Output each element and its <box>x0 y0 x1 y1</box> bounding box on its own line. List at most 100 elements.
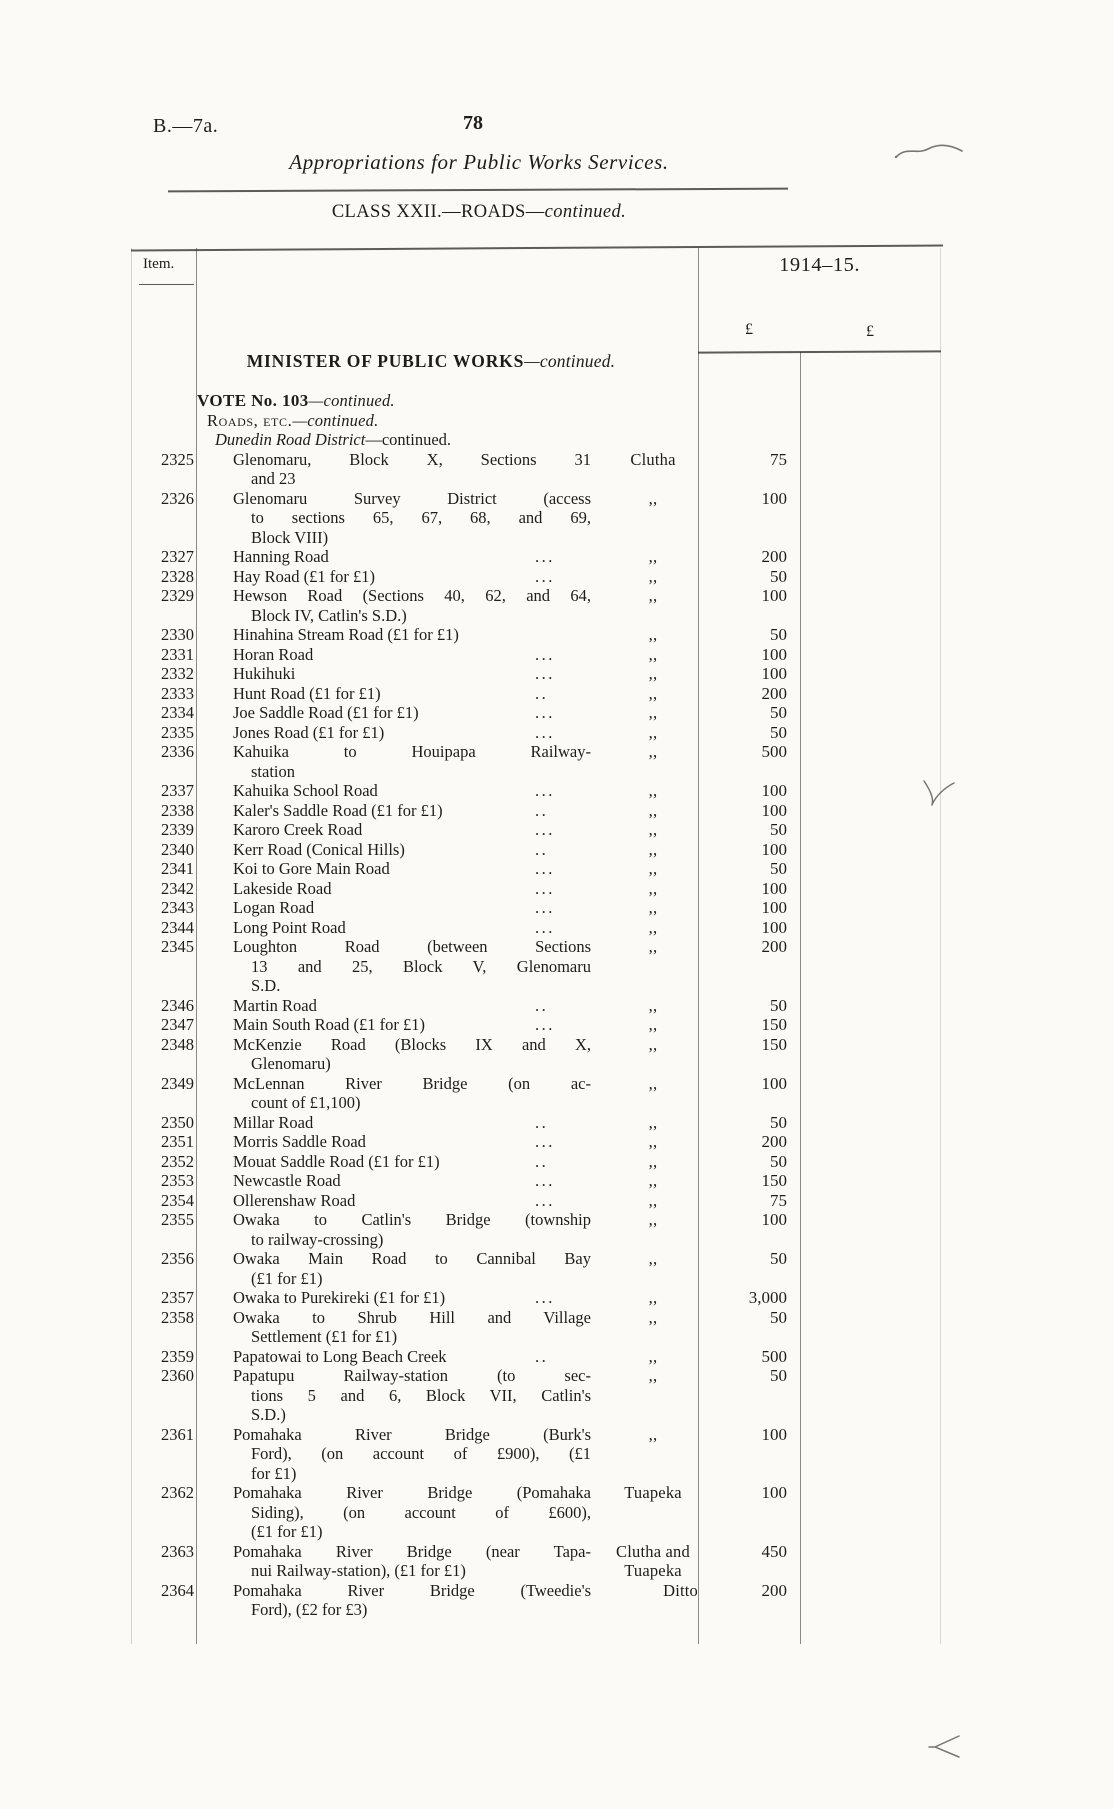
description-line: Hukihuki <box>233 664 296 683</box>
amount-1914-15: 100 <box>761 488 788 508</box>
dot-leader: ... <box>535 917 555 937</box>
county-name: ,, <box>648 1307 658 1327</box>
description-line: Hinahina Stream Road (£1 for £1) <box>233 625 459 644</box>
work-description: Pomahaka River Bridge (Tweedie's Ford), (… <box>233 1581 591 1620</box>
dot-leader: .. <box>535 1151 549 1171</box>
county-name: ,, <box>648 1034 658 1054</box>
table-row: 2339 Karoro Creek Road ... ,, 50 <box>131 820 943 840</box>
table-row: 2352 Mouat Saddle Road (£1 for £1) .. ,,… <box>131 1152 943 1172</box>
work-description: Glenomaru Survey District (access to sect… <box>233 489 591 548</box>
dot-leader: ... <box>535 722 555 742</box>
dot-leader: ... <box>535 664 555 683</box>
county-name: ,, <box>648 1151 658 1171</box>
amount-1914-15: 100 <box>761 781 788 800</box>
work-description: Martin Road <box>233 996 591 1016</box>
item-column-header: Item. <box>143 256 175 272</box>
county-name: ,, <box>648 547 658 566</box>
work-description: Kerr Road (Conical Hills) <box>233 840 591 860</box>
amount-1914-15: 50 <box>770 703 787 722</box>
table-row: 2338 Kaler's Saddle Road (£1 for £1) .. … <box>131 801 943 821</box>
amount-1914-15: 100 <box>761 878 788 898</box>
roads-heading-main: Roads, etc. <box>207 410 293 430</box>
description-line: S.D.) <box>251 1405 286 1424</box>
description-line: station <box>251 761 295 781</box>
table-row: 2357 Owaka to Purekireki (£1 for £1) ...… <box>131 1288 943 1308</box>
item-number: 2363 <box>161 1541 194 1561</box>
description-line: Horan Road <box>233 644 314 664</box>
description-line: Hewson Road (Sections 40, 62, and 64, <box>233 586 591 605</box>
description-line: Pomahaka River Bridge (Tweedie's <box>233 1580 591 1600</box>
table-row: 2361 Pomahaka River Bridge (Burk's Ford),… <box>131 1425 943 1484</box>
description-line: to sections 65, 67, 68, and 69, <box>251 508 591 527</box>
item-number: 2338 <box>161 800 194 820</box>
county-name: ,, <box>648 995 658 1015</box>
county-name: ,, <box>648 644 658 664</box>
vote-heading-continued: —continued. <box>308 391 395 410</box>
dot-leader: ... <box>535 1190 555 1210</box>
money-column-divider <box>698 248 700 1644</box>
description-line: Newcastle Road <box>233 1171 341 1190</box>
description-line: Kahuika School Road <box>233 781 378 800</box>
description-line: Ford), (£2 for £3) <box>251 1600 368 1619</box>
table-row: 2343 Logan Road ... ,, 100 <box>131 898 943 918</box>
table-row: 2359 Papatowai to Long Beach Creek .. ,,… <box>131 1347 943 1367</box>
item-number: 2336 <box>161 742 194 761</box>
description-line: McKenzie Road (Blocks IX and X, <box>233 1034 591 1054</box>
description-line: Ollerenshaw Road <box>233 1190 356 1210</box>
dot-leader: .. <box>535 995 549 1015</box>
item-number: 2348 <box>161 1034 194 1054</box>
amount-1914-15: 50 <box>770 1366 787 1385</box>
description-line: Block VIII) <box>251 527 329 547</box>
class-heading-main: CLASS XXII.—ROADS— <box>331 202 545 222</box>
item-number: 2353 <box>161 1171 194 1190</box>
dot-leader: ... <box>535 1015 555 1034</box>
dot-leader: ... <box>535 878 555 898</box>
item-column-divider <box>196 248 198 1644</box>
page-number: 78 <box>463 112 483 134</box>
description-line: Lakeside Road <box>233 878 332 898</box>
amount-1914-15: 100 <box>761 1483 788 1502</box>
district-heading-continued: —continued. <box>365 430 452 449</box>
county-name: ,, <box>648 781 658 800</box>
description-line: Owaka to Shrub Hill and Village <box>233 1307 591 1327</box>
work-description: Karoro Creek Road <box>233 820 591 840</box>
description-line: Owaka to Purekireki (£1 for £1) <box>233 1288 446 1307</box>
county-name: ,, <box>648 1424 658 1444</box>
dot-leader: ... <box>535 566 555 586</box>
description-line: (£1 for £1) <box>251 1522 323 1541</box>
description-line: Loughton Road (between Sections <box>233 937 591 956</box>
amount-1914-15: 450 <box>761 1541 788 1561</box>
county-name: Clutha and Tuapeka <box>616 1541 690 1581</box>
table-row: 2328 Hay Road (£1 for £1) ... ,, 50 <box>131 567 943 587</box>
class-heading: CLASS XXII.—ROADS—continued. <box>134 202 824 223</box>
table-row: 2354 Ollerenshaw Road ... ,, 75 <box>131 1191 943 1211</box>
county-name: ,, <box>648 1288 658 1307</box>
description-line: Main South Road (£1 for £1) <box>233 1015 426 1034</box>
work-description: Papatowai to Long Beach Creek <box>233 1347 591 1367</box>
work-description: Hunt Road (£1 for £1) <box>233 684 591 704</box>
dot-leader: ... <box>535 859 555 878</box>
work-description: Koi to Gore Main Road <box>233 859 591 879</box>
amount-1914-15: 100 <box>761 644 788 664</box>
amount-1914-15: 50 <box>770 1307 787 1327</box>
amount-1914-15: 50 <box>770 1151 787 1171</box>
dot-leader: ... <box>535 820 555 839</box>
table-row: 2351 Morris Saddle Road ... ,, 200 <box>131 1132 943 1152</box>
description-line: Ford), (on account of £900), (£1 <box>251 1444 591 1463</box>
amount-1914-15: 200 <box>761 937 788 956</box>
county-name: ,, <box>648 586 658 605</box>
work-description: Morris Saddle Road <box>233 1132 591 1152</box>
dot-leader: .. <box>535 800 549 820</box>
work-description: Newcastle Road <box>233 1171 591 1191</box>
county-name: Clutha <box>630 449 676 469</box>
table-row: 2358 Owaka to Shrub Hill and Village Sett… <box>131 1308 943 1347</box>
work-description: Hinahina Stream Road (£1 for £1) <box>233 625 591 645</box>
item-number: 2345 <box>161 937 194 956</box>
description-line: Long Point Road <box>233 917 346 937</box>
county-name: ,, <box>648 937 658 956</box>
item-number: 2326 <box>161 488 194 508</box>
amount-1914-15: 50 <box>770 859 787 878</box>
amount-1914-15: 100 <box>761 898 788 917</box>
description-line: (£1 for £1) <box>251 1268 323 1288</box>
description-line: Hanning Road <box>233 547 329 566</box>
